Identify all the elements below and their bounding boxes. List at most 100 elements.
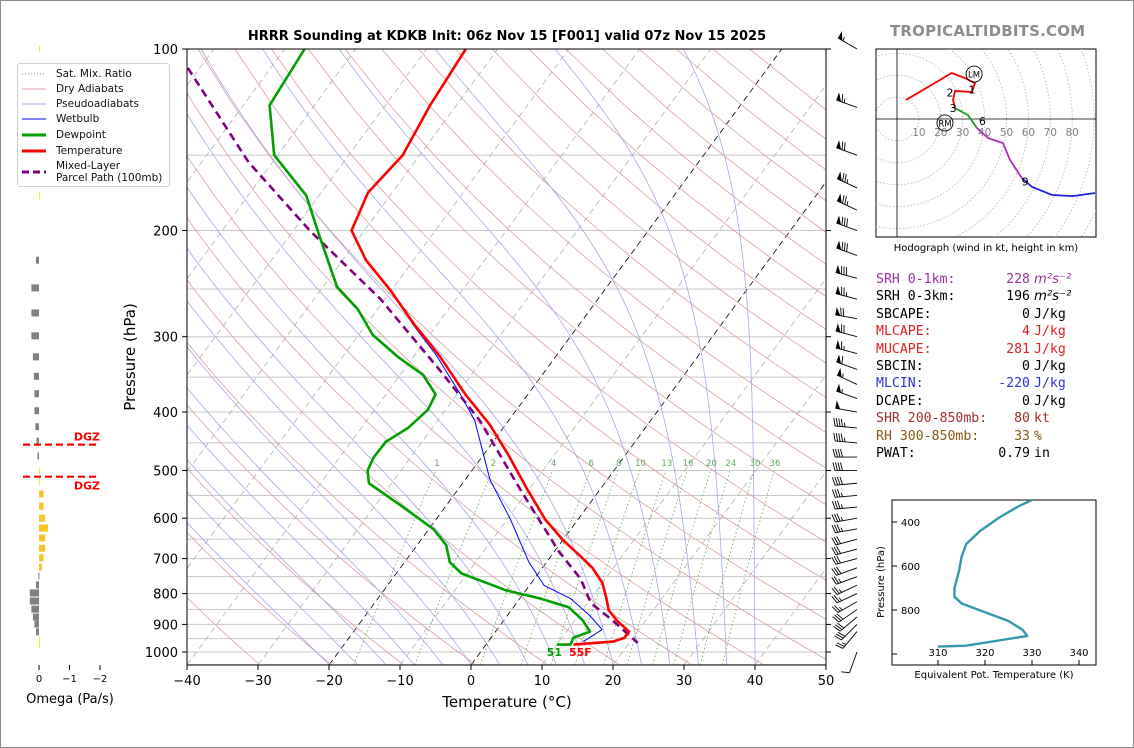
legend: Sat. Mix. Ratio Dry Adiabats Pseudoadiab… [17,63,170,187]
barb-full [836,642,845,647]
stat-label: MUCAPE: [876,341,932,357]
brand-watermark: TROPICALTIDBITS.COM [890,22,1086,40]
mixing-ratio-label: 30 [750,459,761,469]
mixing-ratio-line [652,470,711,665]
barb-full [840,307,842,316]
dry-adiabat [197,49,826,620]
x-tick-label: 50 [818,674,835,689]
stat-label: DCAPE: [876,393,924,409]
hodograph-ring-label: 20 [934,127,947,139]
barb-full [835,418,839,427]
isotherm [328,49,783,665]
x-tick-label: −20 [315,674,342,689]
hodograph-height-label: 3 [950,102,957,115]
parcel-path-line [187,67,639,644]
theta-e-x-tick-label: 310 [928,648,947,659]
legend-swatch [22,170,46,174]
hodograph-height-label: 9 [1022,175,1029,188]
stat-value: 0 [1022,306,1030,322]
wind-barb [831,555,858,565]
moist-adiabat [434,49,699,665]
stat-unit: m²s⁻² [1034,272,1072,287]
barb-half [843,422,846,427]
dry-adiabat [187,91,826,660]
barb-half [846,201,849,206]
barb-full [836,566,842,574]
barb-full [833,595,840,603]
wind-barb [841,651,858,674]
omega-bar [35,256,39,264]
wind-barb [833,417,858,429]
barb-full [840,433,843,442]
omega-bar [36,437,39,445]
barb-staff [835,494,858,498]
wind-barb [831,476,858,486]
barb-full [839,476,843,485]
theta-e-panel: 310 320 330 340 400 600 800 [891,499,1097,666]
moist-adiabat [262,49,642,665]
barb-full [834,477,838,486]
skewt-profiles [187,49,639,646]
legend-label: Sat. Mix. Ratio [56,68,132,80]
hodograph-ring-label: 80 [1066,127,1079,139]
omega-bar [39,554,44,562]
legend-item-wetbulb: Wetbulb [22,112,99,126]
dry-adiabat [307,49,826,506]
barb-staff [839,616,858,632]
wind-barb [831,576,858,585]
omega-bar [32,613,39,621]
barb-full [833,586,840,594]
barb-flag [836,92,842,102]
wind-barb [835,340,858,355]
barb-full [840,448,843,458]
theta-e-y-tick-label: 600 [901,562,920,573]
wind-barb [831,536,858,546]
hodograph-ring-label: 10 [912,127,925,139]
stat-unit: J/kg [1034,306,1066,322]
mixing-ratio-label: 13 [661,459,672,469]
omega-bar [33,372,39,380]
barb-full [834,605,841,612]
barb-full [836,488,841,498]
omega-bar [37,452,39,460]
barb-flag [835,400,841,410]
y-tick-label: 100 [153,43,178,58]
stat-unit: % [1034,428,1042,444]
barb-flag [836,240,842,250]
barb-full [838,418,841,427]
dry-adiabat [187,597,260,665]
barb-half [840,527,844,532]
barb-staff [836,147,858,156]
y-tick-label: 500 [153,464,178,479]
barb-staff [836,576,858,585]
dry-adiabat [381,49,826,433]
barb-staff [842,631,858,649]
mixing-ratio-label: 1 [434,459,439,469]
omega-bar [31,284,39,292]
y-axis-label: Pressure (hPa) [121,303,139,411]
omega-bar [39,534,46,542]
chart-title: HRRR Sounding at KDKB Init: 06z Nov 15 [… [248,29,766,44]
wind-barb [835,400,858,413]
hodograph-height-label: 6 [979,115,986,128]
skewt-background-lines: 1 2 4 6 8 10 13 16 20 24 30 36 [0,49,826,665]
stat-unit: J/kg [1034,324,1066,340]
barb-flag [837,367,842,378]
barb-full [834,500,838,509]
dry-adiabat [455,49,826,364]
barb-full [841,141,844,150]
barb-full [833,546,839,555]
legend-item-mixing-ratio: Sat. Mix. Ratio [22,67,132,81]
omega-bar [34,390,39,398]
mixing-ratio-label: 20 [706,459,717,469]
barb-flag [835,340,841,350]
barb-full [842,173,845,182]
barb-full [835,624,843,630]
barb-full [841,93,844,103]
moist-adiabat [187,458,387,665]
stat-value: 196 [1006,289,1030,305]
isotherm [187,49,641,665]
mixing-ratio-label: 36 [770,459,781,469]
isotherm [0,49,1,665]
barb-staff [836,584,858,595]
